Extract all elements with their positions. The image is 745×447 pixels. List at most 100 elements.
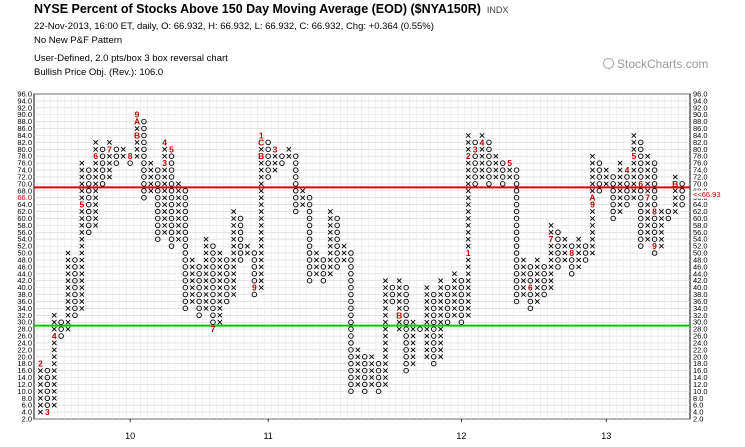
x-box xyxy=(162,181,168,187)
x-box xyxy=(162,167,168,173)
o-box xyxy=(210,264,216,270)
x-box xyxy=(175,236,181,242)
o-box xyxy=(513,208,520,215)
o-box xyxy=(679,201,685,208)
pattern-line: No New P&F Pattern xyxy=(34,35,123,46)
o-box xyxy=(472,153,478,159)
x-box xyxy=(341,257,347,263)
x-box xyxy=(617,181,623,187)
o-box xyxy=(472,174,478,180)
o-box xyxy=(237,236,244,242)
o-box xyxy=(513,236,520,242)
o-box xyxy=(348,333,354,339)
x-box xyxy=(189,264,195,270)
y-tick-label-right: 38.0 xyxy=(693,290,708,299)
x-box xyxy=(465,278,471,284)
x-box xyxy=(672,195,678,201)
x-box xyxy=(672,202,678,208)
x-box xyxy=(658,229,664,235)
x-box xyxy=(465,167,471,173)
o-box xyxy=(486,160,492,166)
x-box xyxy=(148,174,154,180)
month-mark: 3 xyxy=(473,144,478,154)
month-mark: 9 xyxy=(652,241,657,251)
x-box xyxy=(162,229,168,235)
x-box xyxy=(534,292,540,298)
x-box xyxy=(93,160,99,166)
x-box xyxy=(672,188,678,194)
x-box xyxy=(272,160,278,166)
o-box xyxy=(651,167,658,173)
o-box xyxy=(610,194,616,201)
x-box xyxy=(203,250,209,256)
x-box xyxy=(520,278,526,284)
y-tick-label-left: 28.0 xyxy=(17,325,32,334)
x-box xyxy=(382,278,388,284)
x-box xyxy=(424,340,430,346)
o-box xyxy=(486,139,492,146)
o-box xyxy=(389,284,396,291)
o-box xyxy=(182,271,189,277)
x-box xyxy=(327,215,333,221)
o-box xyxy=(182,194,189,201)
x-box xyxy=(203,292,209,298)
y-tick-label-left: 10.0 xyxy=(17,387,32,396)
y-tick-label-left: 32.0 xyxy=(17,311,32,320)
x-box xyxy=(93,215,99,221)
y-tick-label-right: 10.0 xyxy=(693,387,708,396)
x-box xyxy=(313,271,319,277)
y-tick-label-left: 74.0 xyxy=(17,166,32,175)
o-box xyxy=(348,388,354,395)
o-box xyxy=(306,264,313,270)
x-box xyxy=(465,209,471,215)
x-box xyxy=(106,153,112,159)
x-box xyxy=(272,153,278,159)
x-box xyxy=(162,174,168,180)
x-box xyxy=(382,319,388,325)
y-tick-label-right: 28.0 xyxy=(693,325,708,334)
x-box xyxy=(645,209,651,215)
x-box xyxy=(631,181,637,187)
x-box xyxy=(65,264,71,270)
x-box xyxy=(231,285,237,291)
x-box xyxy=(589,174,595,180)
y-tick-label-right: 12.0 xyxy=(693,380,708,389)
o-box xyxy=(624,201,630,208)
y-tick-label-right: 74.0 xyxy=(693,166,708,175)
x-box xyxy=(148,160,154,166)
x-box xyxy=(465,271,471,277)
x-box xyxy=(617,188,623,194)
x-box xyxy=(175,229,181,235)
chart-title: NYSE Percent of Stocks Above 150 Day Mov… xyxy=(34,2,509,16)
o-box xyxy=(293,174,299,180)
o-box xyxy=(293,208,299,215)
o-box xyxy=(348,367,354,374)
y-tick-label-left: 26.0 xyxy=(17,332,32,341)
o-box xyxy=(569,271,575,277)
month-mark: 1 xyxy=(466,248,471,258)
y-tick-label-left: 30.0 xyxy=(17,318,32,327)
o-box xyxy=(334,250,340,256)
o-box xyxy=(431,305,437,312)
o-box xyxy=(168,174,175,180)
o-box xyxy=(527,277,534,284)
o-box xyxy=(651,236,658,242)
x-box xyxy=(645,160,651,166)
month-mark: 9 xyxy=(252,283,257,293)
y-tick-label-left: 54.0 xyxy=(17,235,32,244)
o-box xyxy=(141,146,147,153)
o-box xyxy=(223,257,230,263)
o-box xyxy=(154,194,161,201)
x-box xyxy=(617,202,623,208)
o-box xyxy=(403,333,409,339)
x-box xyxy=(465,202,471,208)
o-box xyxy=(403,319,409,325)
o-box xyxy=(251,257,258,263)
x-box xyxy=(258,236,264,242)
y-tick-label-left: 62.0 xyxy=(17,207,32,216)
o-box xyxy=(251,264,258,270)
x-box xyxy=(534,271,540,277)
o-box xyxy=(486,146,492,153)
x-box xyxy=(327,236,333,242)
o-box xyxy=(651,194,658,201)
